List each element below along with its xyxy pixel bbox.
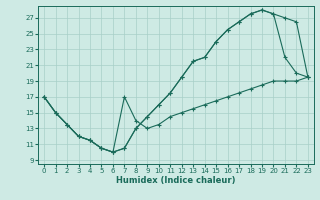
X-axis label: Humidex (Indice chaleur): Humidex (Indice chaleur) — [116, 176, 236, 185]
